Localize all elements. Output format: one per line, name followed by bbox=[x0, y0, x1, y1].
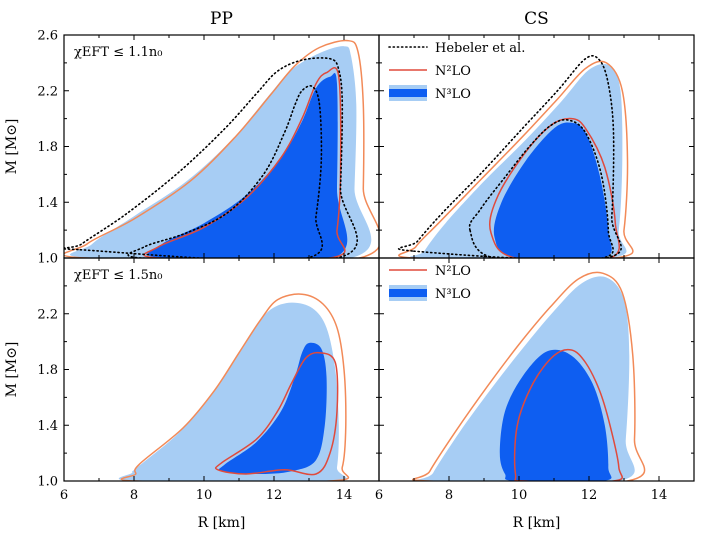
x-axis-label: R [km] bbox=[513, 515, 561, 531]
x-tick-label: 12 bbox=[266, 488, 283, 503]
text-layer: 6 8 10 12 14 R [km] 6 8 10 12 14 R [km] 1.0 1.4 1.8 2.2… bbox=[4, 9, 667, 531]
density-annotation: χEFT ≤ 1.5n₀ bbox=[74, 268, 162, 283]
y-axis-label: M [M⊙] bbox=[4, 119, 20, 175]
legend-item: N²LO bbox=[389, 264, 471, 279]
y-tick-label: 2.2 bbox=[37, 307, 58, 322]
x-tick-label: 6 bbox=[60, 488, 68, 503]
bottom-right-n2lo-inner bbox=[513, 348, 623, 481]
panel-bottom-right-regions bbox=[412, 271, 646, 481]
legend-label: N³LO bbox=[435, 87, 471, 102]
legend-label: N²LO bbox=[435, 264, 471, 279]
legend-label: N²LO bbox=[435, 64, 471, 79]
bottom-right-n2lo-outer bbox=[412, 271, 646, 481]
density-annotation: χEFT ≤ 1.1n₀ bbox=[74, 45, 162, 60]
legend-label: N³LO bbox=[435, 287, 471, 302]
y-tick-label: 1.8 bbox=[37, 363, 58, 378]
panel-bottom-left-regions bbox=[118, 293, 350, 481]
legend-swatch-n3lo-inner bbox=[389, 289, 427, 297]
top-right-hebeler-outer bbox=[397, 54, 622, 258]
x-axis-label: R [km] bbox=[198, 515, 246, 531]
top-left-hebeler-inner bbox=[127, 85, 323, 258]
y-tick-label: 1.0 bbox=[37, 252, 58, 267]
legend-label: Hebeler et al. bbox=[435, 41, 525, 56]
y-tick-label: 1.8 bbox=[37, 140, 58, 155]
top-right-n2lo-inner bbox=[488, 117, 620, 258]
panel-top-right-regions bbox=[397, 54, 634, 258]
x-tick-label: 14 bbox=[651, 488, 668, 503]
x-tick-label: 6 bbox=[375, 488, 383, 503]
y-tick-label: 2.6 bbox=[37, 29, 58, 44]
y-axis-label: M [M⊙] bbox=[4, 342, 20, 398]
top-left-n2lo-outer bbox=[64, 39, 379, 258]
legend-item: N³LO bbox=[389, 285, 471, 302]
x-tick-label: 10 bbox=[196, 488, 213, 503]
column-title-pp: PP bbox=[210, 9, 233, 29]
bottom-left-n2lo-inner bbox=[214, 351, 339, 476]
x-tick-label: 14 bbox=[336, 488, 353, 503]
bottom-right-n3lo-inner bbox=[499, 349, 612, 481]
top-left-n2lo-inner bbox=[143, 67, 346, 258]
legend-item: N²LO bbox=[389, 64, 471, 79]
legend-item: N³LO bbox=[389, 85, 471, 102]
regions-layer bbox=[64, 39, 646, 481]
frame-layer bbox=[63, 34, 695, 482]
top-left-hebeler-outer bbox=[64, 57, 358, 258]
y-tick-label: 1.4 bbox=[37, 196, 58, 211]
x-tick-label: 8 bbox=[130, 488, 138, 503]
column-title-cs: CS bbox=[524, 9, 549, 29]
top-right-n2lo-outer bbox=[398, 60, 634, 258]
legend-item: Hebeler et al. bbox=[388, 41, 525, 56]
panel-top-left-regions bbox=[64, 39, 379, 258]
bottom-left-n2lo-outer bbox=[120, 293, 350, 481]
legend-swatch-n3lo-inner bbox=[389, 89, 427, 97]
x-tick-label: 12 bbox=[581, 488, 598, 503]
top-right-hebeler-inner bbox=[468, 118, 614, 258]
top-right-n3lo-inner bbox=[493, 122, 612, 258]
bottom-left-n3lo-inner bbox=[218, 342, 327, 474]
x-tick-label: 10 bbox=[511, 488, 528, 503]
x-tick-label: 8 bbox=[445, 488, 453, 503]
y-tick-label: 1.0 bbox=[37, 475, 58, 490]
y-tick-label: 2.2 bbox=[37, 84, 58, 99]
top-left-n3lo-inner bbox=[147, 73, 348, 258]
y-tick-label: 1.4 bbox=[37, 419, 58, 434]
